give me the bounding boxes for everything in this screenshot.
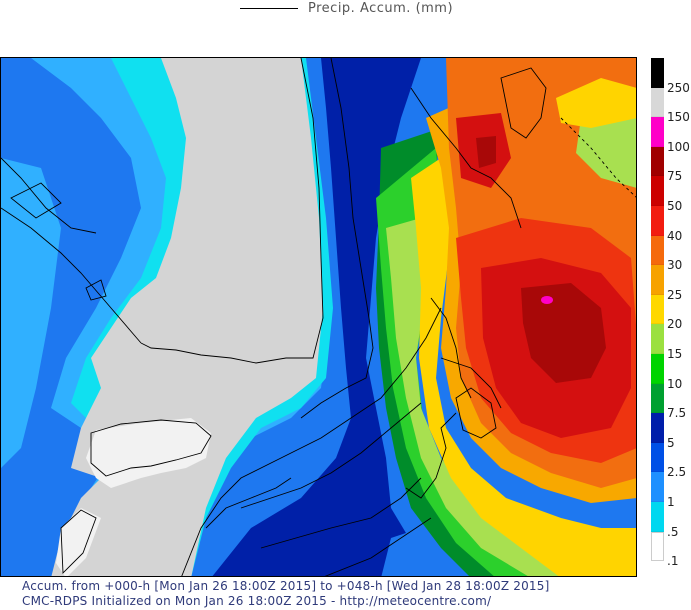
colorbar-swatch [651, 324, 664, 354]
colorbar-swatch [651, 531, 664, 562]
chart-legend: Precip. Accum. (mm) [240, 0, 453, 16]
political-boundaries [1, 58, 636, 576]
precip-zone-yellow [411, 158, 636, 576]
legend-label: Precip. Accum. (mm) [308, 0, 454, 16]
colorbar-swatch [651, 176, 664, 206]
colorbar-swatch [651, 413, 664, 443]
colorbar-swatch [651, 87, 664, 118]
colorbar-swatch [651, 58, 664, 88]
colorbar-swatch [651, 146, 664, 177]
footer-accumulation-range: Accum. from +000-h [Mon Jan 26 18:00Z 20… [22, 579, 550, 593]
precipitation-map [0, 57, 637, 577]
colorbar-swatch [651, 117, 664, 147]
colorbar-label: 50 [667, 199, 683, 213]
colorbar-swatch [651, 472, 664, 502]
colorbar-label: 20 [667, 317, 683, 332]
boundary-us-canada [181, 307, 442, 576]
boundary-newfoundland [500, 67, 547, 139]
footer-model-run: CMC-RDPS Initialized on Mon Jan 26 18:00… [22, 594, 492, 608]
boundary-west-coast-islands [10, 182, 107, 301]
colorbar-swatch [651, 383, 664, 414]
precip-zone-dark-red [476, 136, 606, 383]
colorbar-label: 30 [667, 258, 683, 273]
colorbar-swatch [651, 501, 664, 532]
boundary-quebec-ontario [1, 207, 142, 344]
colorbar-label: 150 [667, 110, 690, 125]
colorbar-swatch [651, 294, 664, 325]
boundary-nova-scotia [455, 387, 497, 439]
colorbar-label: 75 [667, 169, 683, 184]
colorbar-swatch [651, 353, 664, 384]
boundary-maritimes [430, 297, 502, 409]
colorbar-label: .5 [667, 524, 679, 539]
boundary-atlantic-coast [405, 412, 457, 499]
colorbar-label: .1 [667, 554, 679, 569]
boundary-quebec-labrador [300, 58, 374, 419]
boundary-manitoba-ontario [1, 157, 97, 234]
precip-zone-yellow-ne [556, 78, 636, 128]
map-canvas [1, 58, 636, 576]
colorbar-swatch [651, 442, 664, 473]
colorbar-label: 40 [667, 228, 683, 243]
colorbar-swatch [651, 265, 664, 295]
colorbar-label: 2.5 [667, 465, 687, 480]
colorbar-label: 10 [667, 376, 683, 391]
boundary-hudson-bay-coast [140, 58, 324, 364]
precip-zone-medium-blue-south [381, 528, 471, 576]
legend-line-swatch [240, 7, 298, 9]
colorbar-label: 1 [667, 495, 675, 509]
colorbar-swatch [651, 205, 664, 236]
precip-zone-magenta [541, 296, 553, 304]
colorbar-swatch [651, 235, 664, 266]
colorbar-label: 100 [667, 139, 690, 154]
colorbar-label: 15 [667, 347, 683, 361]
boundary-labrador-coast [410, 87, 522, 229]
colorbar-label: 25 [667, 287, 683, 302]
colorbar-label: 7.5 [667, 406, 687, 421]
colorbar-label: 250 [667, 80, 690, 95]
colorbar-label: 5 [667, 435, 675, 450]
precip-zone-white [56, 418, 211, 576]
boundary-great-lakes [60, 419, 292, 575]
boundary-us-states [240, 402, 432, 576]
boundary-dashed-quebec [560, 117, 636, 198]
colorbar [651, 58, 664, 562]
